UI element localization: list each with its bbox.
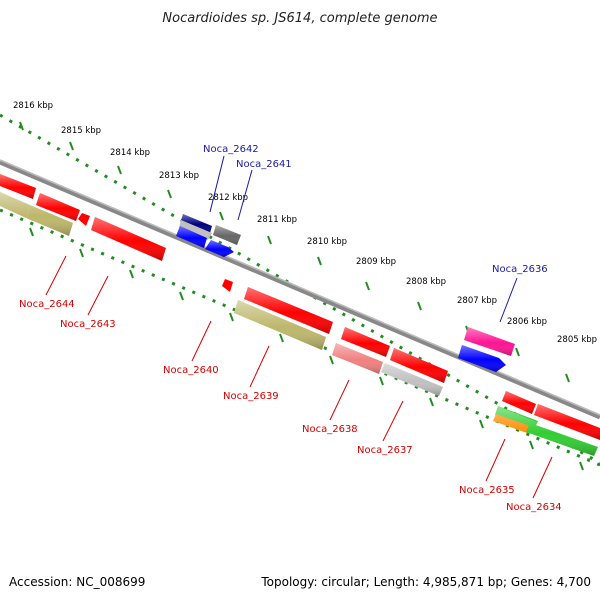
leader-line (237, 169, 253, 221)
feature-shading (91, 217, 166, 261)
ruler-tick (79, 248, 84, 258)
ruler-tick (117, 165, 122, 175)
reverse-features (0, 174, 600, 456)
gene-label[interactable]: Noca_2640 (163, 365, 219, 376)
gene-feature[interactable] (179, 220, 212, 240)
leader-line (45, 255, 67, 296)
feature-shading (381, 363, 443, 396)
feature-shading (493, 406, 598, 456)
leader-line (485, 438, 506, 482)
ruler-tick (429, 397, 434, 407)
leader-line (249, 345, 270, 388)
feature-shading (244, 287, 333, 334)
label-leader-lines (45, 155, 553, 499)
ruler-label: 2813 kbp (159, 171, 199, 181)
ruler-label: 2815 kbp (61, 126, 101, 136)
ruler-label: 2807 kbp (457, 296, 497, 306)
ruler-label: 2806 kbp (507, 317, 547, 327)
leader-line (532, 456, 553, 499)
ruler-tick (229, 312, 234, 322)
gene-label[interactable]: Noca_2637 (357, 445, 413, 456)
gene-label[interactable]: Noca_2639 (223, 391, 279, 402)
lower-ruler (0, 208, 600, 471)
ruler-tick (219, 211, 224, 221)
ruler-tick (365, 281, 370, 291)
upper-ruler: 2816 kbp 2815 kbp 2814 kbp 2813 kbp 2812… (0, 101, 600, 465)
feature-shading (502, 391, 536, 414)
ruler-tick (529, 440, 534, 450)
accession-text: Accession: NC_008699 (9, 575, 145, 589)
ruler-tick (267, 235, 272, 245)
gene-label[interactable]: Noca_2641 (236, 159, 292, 170)
leader-line (87, 275, 109, 316)
gene-label[interactable]: Noca_2642 (203, 144, 259, 155)
leader-line (382, 400, 404, 442)
forward-features (176, 214, 515, 372)
leader-line (191, 320, 212, 362)
ruler-label: 2811 kbp (257, 215, 297, 225)
feature-shading (234, 300, 326, 350)
feature-shading (464, 327, 515, 356)
gene-feature[interactable] (222, 279, 233, 292)
feature-shading (0, 192, 73, 236)
ruler-tick (317, 256, 322, 266)
ruler-tick (69, 141, 74, 151)
ruler-tick (379, 376, 384, 386)
ruler-tick (579, 461, 584, 471)
feature-shading (205, 240, 234, 257)
genome-backbone (0, 159, 600, 420)
ruler-tick (479, 419, 484, 429)
gene-label[interactable]: Noca_2635 (459, 485, 515, 496)
gene-label[interactable]: Noca_2636 (492, 264, 548, 275)
feature-shading (332, 343, 383, 374)
topology-summary-text: Topology: circular; Length: 4,985,871 bp… (260, 575, 591, 589)
feature-shading (341, 327, 390, 357)
ruler-tick (417, 301, 422, 311)
feature-shading (36, 193, 80, 221)
ruler-label: 2805 kbp (557, 335, 597, 345)
ruler-tick (515, 347, 520, 357)
leader-line (499, 277, 518, 323)
ruler-tick (279, 333, 284, 343)
feature-shading (213, 225, 241, 245)
ruler-tick (179, 291, 184, 301)
ruler-label: 2810 kbp (307, 237, 347, 247)
map-title: Nocardioides sp. JS614, complete genome (162, 11, 437, 26)
gene-label[interactable]: Noca_2643 (60, 319, 116, 330)
gene-label[interactable]: Noca_2644 (19, 299, 75, 310)
ruler-tick (329, 355, 334, 365)
feature-shading (390, 348, 448, 383)
gene-feature[interactable] (78, 213, 90, 226)
ruler-tick (167, 189, 172, 199)
ruler-label: 2809 kbp (356, 257, 396, 267)
leader-line (209, 155, 225, 213)
ruler-tick (29, 227, 34, 237)
feature-shading (0, 174, 36, 199)
feature-shading (534, 404, 600, 440)
lower-ruler-ticks (29, 227, 584, 471)
ruler-label: 2808 kbp (406, 277, 446, 287)
ruler-tick (19, 121, 24, 131)
ruler-tick (129, 269, 134, 279)
ruler-label: 2812 kbp (208, 193, 248, 203)
feature-shading (181, 214, 212, 233)
ruler-label: 2816 kbp (13, 101, 53, 111)
genome-backbone-highlight (0, 159, 600, 416)
gene-label[interactable]: Noca_2634 (506, 502, 562, 513)
gene-label[interactable]: Noca_2638 (302, 424, 358, 435)
feature-shading (176, 226, 207, 248)
ruler-tick (565, 373, 570, 383)
feature-shading (458, 345, 506, 372)
ruler-label: 2814 kbp (110, 148, 150, 158)
leader-line (329, 379, 350, 421)
